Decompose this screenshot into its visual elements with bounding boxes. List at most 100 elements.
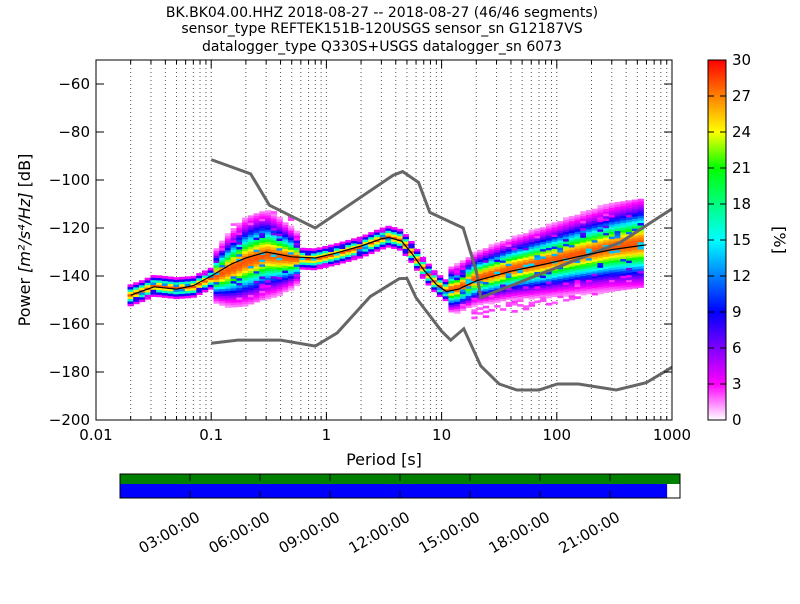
psd-cell <box>310 267 318 271</box>
psd-cell <box>242 294 249 297</box>
psd-cell <box>213 298 220 302</box>
psd-cell <box>305 255 312 258</box>
psd-cell <box>545 235 553 239</box>
psd-cell <box>408 255 415 259</box>
psd-cell <box>465 281 472 284</box>
psd-cell <box>626 284 633 288</box>
psd-cell <box>471 287 478 291</box>
psd-cell <box>563 282 570 285</box>
psd-cell <box>631 242 639 246</box>
psd-cell <box>534 286 541 289</box>
psd-cell <box>557 249 564 253</box>
psd-cell <box>265 243 272 247</box>
psd-cell <box>614 261 621 265</box>
psd-cell <box>620 208 627 212</box>
psd-cell <box>534 240 541 244</box>
psd-cell <box>459 260 467 264</box>
psd-cell <box>219 279 226 282</box>
psd-cell <box>471 302 478 305</box>
psd-cell <box>608 233 616 237</box>
psd-cell <box>505 282 513 286</box>
psd-cell <box>242 284 249 288</box>
psd-cell <box>322 265 329 268</box>
psd-cell <box>236 292 243 296</box>
psd-cell <box>247 275 255 279</box>
psd-cell <box>585 221 593 225</box>
psd-cell <box>568 268 576 272</box>
psd-cell <box>133 299 140 302</box>
psd-cell <box>477 266 484 270</box>
psd-cell <box>551 263 558 266</box>
psd-cell <box>494 244 501 248</box>
psd-cell <box>230 237 237 241</box>
psd-cell <box>580 247 587 250</box>
psd-cell <box>247 244 255 247</box>
psd-cell <box>219 252 226 256</box>
y-tick-label: −80 <box>58 123 90 141</box>
x-tick-label: 0.01 <box>79 426 112 444</box>
psd-cell <box>603 256 610 260</box>
psd-cell <box>293 283 301 287</box>
psd-cell <box>270 271 278 274</box>
psd-cell <box>253 270 260 274</box>
psd-cell <box>511 295 518 299</box>
psd-cell <box>442 291 450 294</box>
psd-cell <box>224 235 232 239</box>
psd-cell <box>236 229 243 233</box>
psd-cell <box>505 268 513 271</box>
psd-cell <box>224 293 232 296</box>
psd-cell <box>224 269 232 272</box>
psd-cell <box>253 249 260 253</box>
psd-cell <box>511 254 518 258</box>
psd-cell <box>557 285 564 289</box>
psd-cell <box>459 265 467 268</box>
psd-cell <box>528 253 535 257</box>
psd-cell <box>471 304 478 308</box>
psd-cell <box>179 276 186 280</box>
psd-cell <box>591 266 599 270</box>
psd-cell <box>568 227 576 231</box>
psd-cell <box>614 213 621 217</box>
psd-cell <box>339 253 346 257</box>
colorbar-tick-label: 0 <box>732 411 742 429</box>
psd-cell <box>270 215 278 219</box>
psd-cell <box>608 245 616 249</box>
psd-cell <box>230 278 237 282</box>
psd-cell <box>482 274 490 278</box>
psd-cell <box>580 215 587 219</box>
psd-cell <box>356 255 364 259</box>
psd-cell <box>242 299 249 302</box>
psd-cell <box>196 292 203 296</box>
psd-cell <box>528 246 535 250</box>
psd-cell <box>276 259 283 263</box>
psd-cell <box>477 268 484 272</box>
psd-cell <box>265 270 272 273</box>
psd-cell <box>293 266 301 270</box>
psd-cell <box>517 239 524 242</box>
psd-cell <box>276 274 283 278</box>
psd-cell <box>557 252 564 255</box>
psd-cell <box>574 238 581 242</box>
psd-cell <box>425 280 432 284</box>
psd-cell <box>488 253 495 257</box>
psd-cell <box>224 238 232 241</box>
psd-cell <box>614 233 621 236</box>
psd-cell <box>488 301 495 305</box>
psd-cell <box>270 244 278 248</box>
psd-cell <box>224 300 232 304</box>
psd-cell <box>568 271 576 274</box>
psd-cell <box>190 292 197 296</box>
psd-cell <box>385 232 392 236</box>
psd-cell <box>253 282 260 286</box>
psd-cell <box>591 242 599 246</box>
psd-cell <box>276 233 283 237</box>
psd-cell <box>563 243 570 247</box>
psd-cell <box>540 244 547 247</box>
psd-cell <box>259 295 266 299</box>
psd-cell <box>505 277 513 281</box>
psd-cell <box>482 272 490 275</box>
psd-cell <box>591 292 599 296</box>
psd-cell <box>259 211 266 215</box>
psd-cell <box>608 265 616 268</box>
psd-cell <box>236 301 243 305</box>
